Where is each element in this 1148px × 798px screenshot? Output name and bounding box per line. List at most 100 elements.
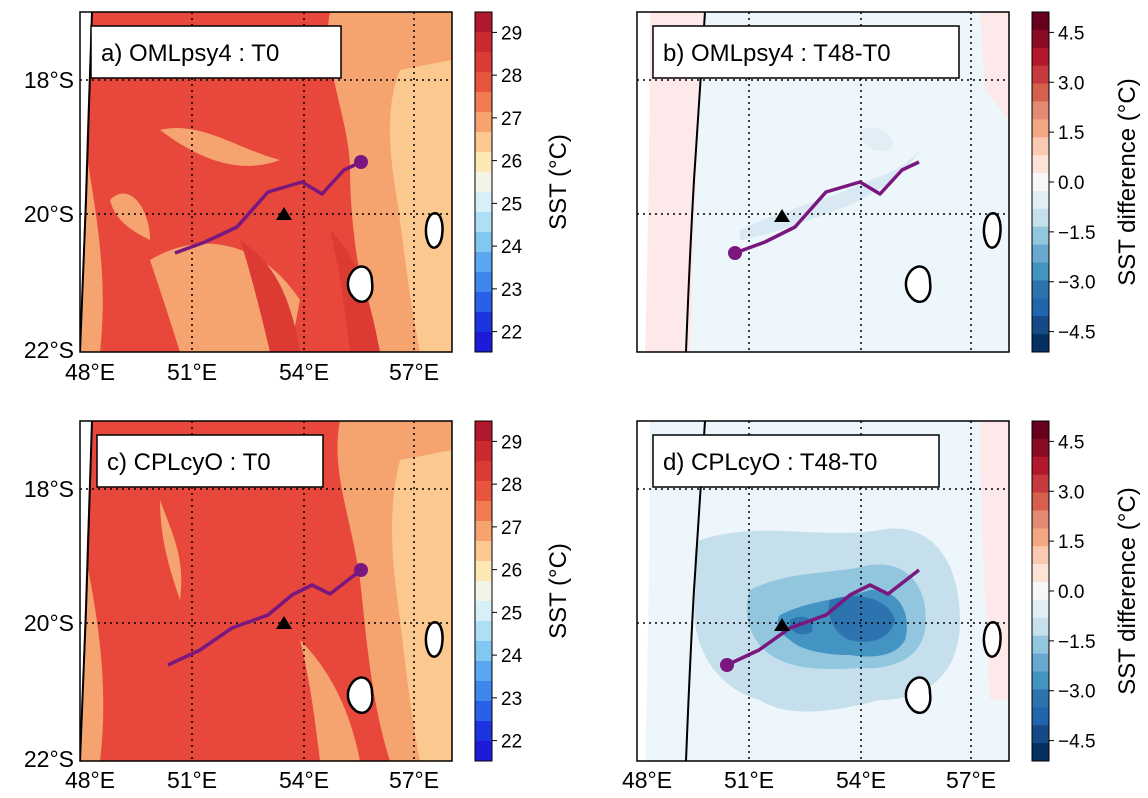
colorbar-swatch (475, 701, 492, 722)
colorbar-swatch (475, 561, 492, 582)
colorbar-swatch (1032, 510, 1049, 529)
colorbar-swatch (1032, 671, 1049, 690)
land (80, 421, 92, 761)
colorbar-swatch (475, 501, 492, 522)
colorbar-swatch (475, 132, 492, 153)
colorbar-swatch (475, 721, 492, 742)
colorbar-tick-label: 24 (501, 646, 523, 667)
colorbar-swatch (1032, 421, 1049, 440)
triangle-marker (276, 616, 292, 629)
colorbar-swatch (475, 541, 492, 562)
land (637, 12, 650, 352)
colorbar-swatch (1032, 119, 1049, 138)
panel-label-box (652, 434, 940, 488)
colorbar-swatch (475, 32, 492, 53)
cyclone-track (167, 568, 363, 667)
colorbar-tick-label: 3.0 (1058, 73, 1084, 94)
colorbar-tick-label: 28 (501, 66, 522, 87)
colorbar-swatch (1032, 528, 1049, 547)
colorbar-swatch (1032, 617, 1049, 637)
colorbar-swatch (1032, 438, 1049, 458)
colorbar-tick-label: 26 (501, 152, 522, 173)
colorbar-swatch (1032, 298, 1049, 317)
colorbar-swatch (1032, 137, 1049, 156)
lon-tick: 48°E (65, 359, 115, 385)
colorbar-tick-label: −1.5 (1058, 632, 1096, 653)
panel-label-box (96, 434, 324, 488)
colorbar-tick-label: −3.0 (1058, 273, 1096, 294)
track-start-marker (728, 246, 742, 260)
panel-label: a) OMLpsy4 : T0 (101, 40, 279, 67)
panel-d: d) CPLcyO : T48-T0 48°E 51°E 54°E 57°E 4… (622, 420, 1141, 793)
colorbar-swatch (1032, 65, 1049, 85)
colorbar-swatch (475, 112, 492, 133)
colorbar-tick-label: 22 (501, 732, 522, 753)
colorbar-tick-label: 27 (501, 518, 522, 539)
colorbar-label: SST (°C) (545, 134, 572, 230)
colorbar-swatch (1032, 280, 1049, 299)
colorbar-swatch (1032, 12, 1049, 31)
colorbar-diff: 4.5 3.0 1.5 0.0 −1.5 −3.0 −4.5 (1031, 420, 1096, 762)
colorbar-swatch (475, 92, 492, 113)
colorbar-swatch (475, 741, 492, 762)
colorbar-swatch (475, 332, 492, 353)
lat-tick: 20°S (24, 610, 74, 636)
colorbar-swatch (1032, 707, 1049, 726)
colorbar-swatch (475, 641, 492, 662)
colorbar-swatch (475, 581, 492, 602)
colorbar-swatch (1032, 101, 1049, 120)
colorbar-tick-label: 25 (501, 194, 522, 215)
colorbar-tick-label: 24 (501, 237, 523, 258)
colorbar-tick-label: 25 (501, 603, 522, 624)
panel-label-box (652, 25, 960, 79)
colorbar-tick-label: −1.5 (1058, 223, 1096, 244)
colorbar-swatch (1032, 334, 1049, 353)
colorbar-tick-label: 23 (501, 280, 522, 301)
plot-frame (79, 11, 453, 353)
colorbar-swatch (1032, 47, 1049, 67)
panel-label: d) CPLcyO : T48-T0 (663, 449, 877, 476)
colorbar-tick-label: 1.5 (1058, 123, 1084, 144)
lon-tick: 48°E (622, 767, 672, 793)
panel-a: a) OMLpsy4 : T0 18°S 20°S 22°S 48°E 51°E… (24, 11, 572, 385)
coastline (80, 421, 93, 761)
island-mauritius (424, 212, 444, 249)
triangle-marker (276, 207, 292, 220)
colorbar-swatch (475, 272, 492, 293)
colorbar-tick-label: 1.5 (1058, 532, 1084, 553)
colorbar-swatch (1032, 653, 1049, 673)
island-reunion (904, 676, 932, 714)
island-reunion (346, 676, 374, 714)
panel-c: c) CPLcyO : T0 18°S 20°S 22°S 48°E 51°E … (24, 420, 572, 793)
colorbar-swatch (475, 421, 492, 442)
lon-ticks: 48°E 51°E 54°E 57°E (622, 767, 996, 793)
colorbar-swatch (1032, 83, 1049, 102)
colorbar-tick-label: 27 (501, 109, 522, 130)
colorbar-label: SST difference (°C) (1114, 487, 1141, 694)
lon-tick: 57°E (389, 767, 439, 793)
island-mauritius (424, 621, 444, 658)
plot-frame (636, 11, 1010, 353)
colorbar-tick-label: 28 (501, 475, 522, 496)
colorbar-tick-label: 3.0 (1058, 482, 1084, 503)
triangle-marker (774, 618, 790, 631)
colorbar-swatch (1032, 456, 1049, 476)
colorbar-tick-label: 23 (501, 689, 522, 710)
colorbar-tick-label: −4.5 (1058, 732, 1096, 753)
panel-d-field (637, 421, 1009, 761)
lon-tick: 51°E (167, 767, 217, 793)
lon-tick: 54°E (836, 767, 886, 793)
cyclone-track (734, 160, 920, 255)
colorbar-swatch (1032, 599, 1049, 619)
colorbar-swatch (1032, 316, 1049, 335)
colorbar-swatch (1032, 208, 1049, 228)
panel-label-box (90, 25, 342, 79)
colorbar-swatch (475, 621, 492, 642)
colorbar-swatch (1032, 29, 1049, 49)
colorbar-swatch (1032, 582, 1049, 601)
colorbar-swatch (475, 72, 492, 93)
land (637, 421, 650, 761)
colorbar-swatch (1032, 546, 1049, 565)
colorbar-swatch (475, 312, 492, 333)
